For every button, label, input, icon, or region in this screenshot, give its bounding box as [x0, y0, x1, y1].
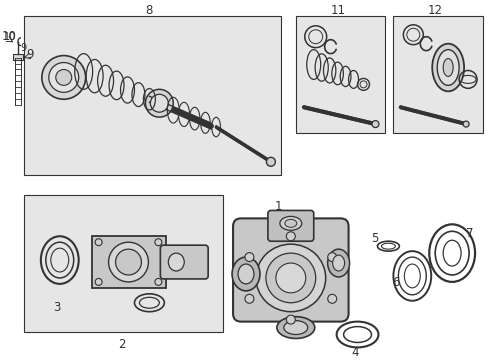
Ellipse shape	[116, 249, 142, 275]
Circle shape	[155, 278, 162, 285]
Text: 9: 9	[26, 48, 34, 61]
Ellipse shape	[284, 321, 308, 334]
Ellipse shape	[238, 264, 254, 284]
Ellipse shape	[146, 89, 173, 117]
Text: 8: 8	[146, 4, 153, 17]
Circle shape	[372, 121, 379, 127]
Ellipse shape	[42, 55, 86, 99]
FancyBboxPatch shape	[160, 245, 208, 279]
Text: 2: 2	[118, 338, 125, 351]
Ellipse shape	[333, 255, 344, 271]
Circle shape	[267, 157, 275, 166]
Ellipse shape	[443, 59, 453, 76]
Ellipse shape	[49, 63, 79, 92]
Circle shape	[245, 294, 254, 303]
Bar	[13, 54, 23, 59]
Bar	[24, 16, 281, 175]
Circle shape	[328, 253, 337, 262]
Bar	[393, 16, 483, 133]
Polygon shape	[92, 236, 166, 288]
Circle shape	[286, 232, 295, 241]
Ellipse shape	[232, 257, 260, 291]
Ellipse shape	[432, 44, 464, 91]
Circle shape	[463, 121, 469, 127]
Text: 10: 10	[1, 30, 17, 43]
Text: 1: 1	[275, 200, 283, 213]
Text: 6: 6	[392, 276, 399, 289]
Ellipse shape	[266, 253, 316, 303]
Ellipse shape	[169, 253, 184, 271]
Text: 10: 10	[4, 32, 16, 42]
Circle shape	[95, 278, 102, 285]
Text: 7: 7	[466, 227, 474, 240]
FancyBboxPatch shape	[233, 219, 348, 321]
Circle shape	[286, 315, 295, 324]
Ellipse shape	[256, 244, 326, 312]
Ellipse shape	[276, 263, 306, 293]
Ellipse shape	[277, 317, 315, 338]
FancyBboxPatch shape	[268, 211, 314, 241]
Ellipse shape	[280, 216, 302, 230]
Circle shape	[155, 239, 162, 246]
Ellipse shape	[150, 94, 169, 112]
Ellipse shape	[437, 50, 459, 85]
Ellipse shape	[328, 249, 349, 277]
Bar	[296, 16, 386, 133]
Ellipse shape	[109, 242, 148, 282]
Text: 5: 5	[371, 232, 378, 245]
Circle shape	[95, 239, 102, 246]
Text: 3: 3	[53, 301, 60, 314]
Ellipse shape	[285, 219, 297, 227]
Text: 4: 4	[352, 346, 359, 359]
Bar	[24, 194, 223, 332]
Text: 9: 9	[21, 42, 27, 53]
Text: 12: 12	[428, 4, 443, 17]
Circle shape	[328, 294, 337, 303]
Text: 11: 11	[331, 4, 346, 17]
Circle shape	[245, 253, 254, 262]
Ellipse shape	[56, 69, 72, 85]
